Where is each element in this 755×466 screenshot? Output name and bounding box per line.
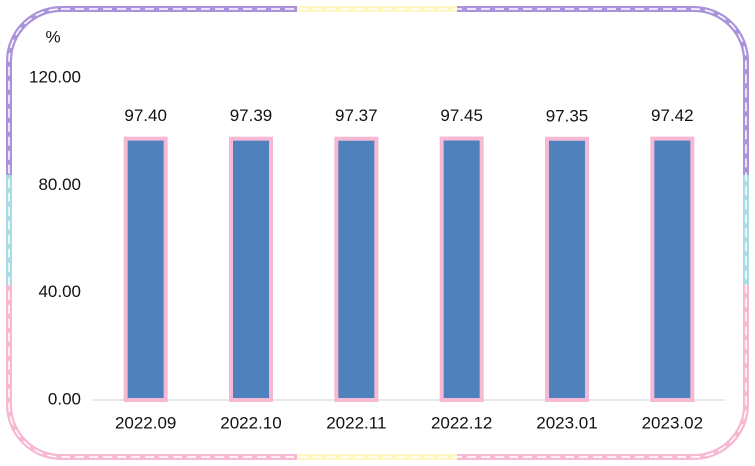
y-tick-label: 120.00 xyxy=(29,67,81,86)
x-tick-label: 2023.02 xyxy=(642,413,703,432)
y-axis-label: % xyxy=(45,27,60,46)
data-label: 97.45 xyxy=(440,106,483,125)
x-tick-label: 2022.09 xyxy=(115,413,176,432)
bar xyxy=(545,136,589,402)
x-tick-label: 2022.12 xyxy=(431,413,492,432)
bar xyxy=(123,136,168,402)
data-label: 97.42 xyxy=(651,106,694,125)
x-tick-label: 2022.10 xyxy=(220,413,281,432)
data-label: 97.35 xyxy=(546,106,589,125)
bar xyxy=(650,136,695,402)
y-tick-label: 80.00 xyxy=(38,175,81,194)
data-label: 97.39 xyxy=(230,106,273,125)
frame xyxy=(6,6,749,460)
y-tick-label: 40.00 xyxy=(38,282,81,301)
bar xyxy=(229,136,273,402)
x-tick-label: 2022.11 xyxy=(326,413,386,432)
bar xyxy=(439,136,484,403)
bar xyxy=(334,136,379,402)
x-tick-label: 2023.01 xyxy=(536,413,597,432)
data-label: 97.37 xyxy=(335,106,378,125)
data-label: 97.40 xyxy=(124,106,167,125)
y-tick-label: 0.00 xyxy=(48,389,81,408)
